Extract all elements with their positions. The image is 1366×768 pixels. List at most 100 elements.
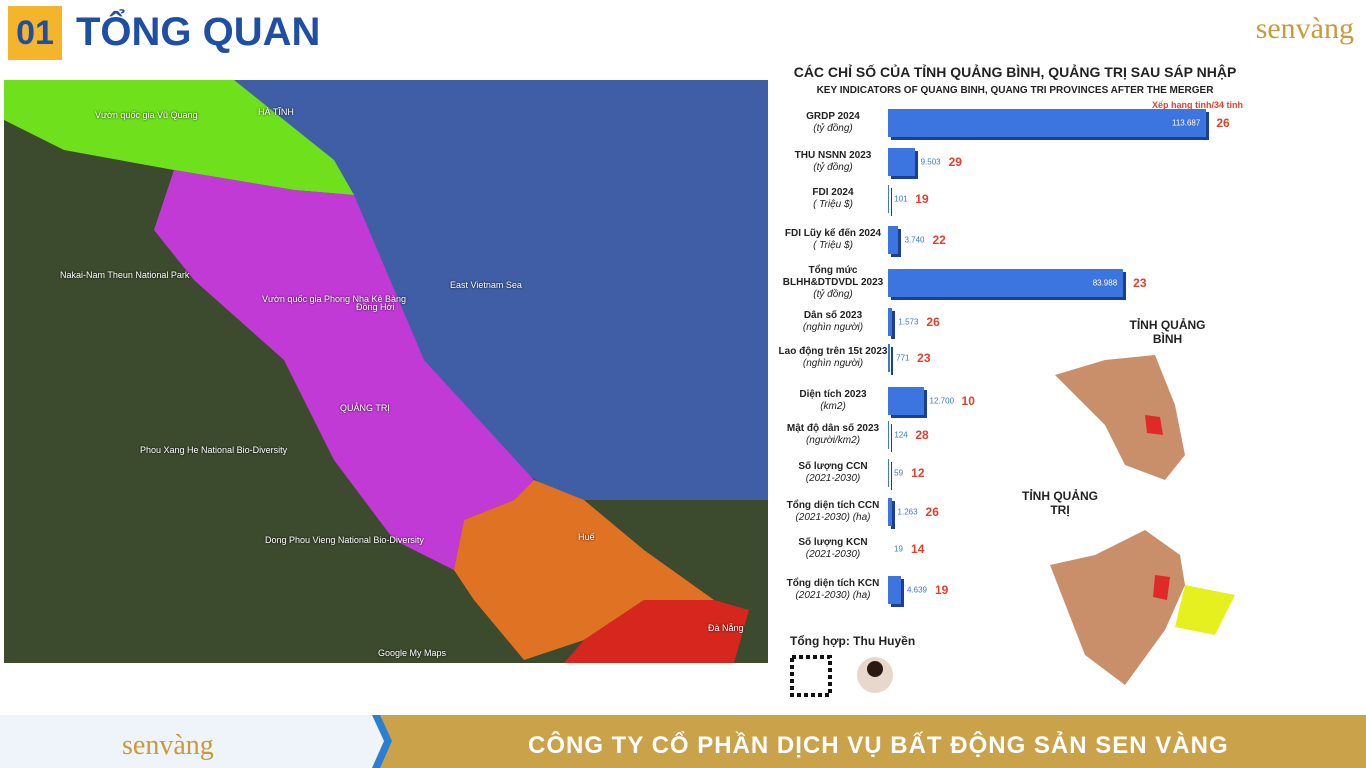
map-label: Phou Xang He National Bio-Diversity — [140, 445, 288, 455]
bar — [888, 226, 899, 254]
section-title: TỔNG QUAN — [76, 10, 321, 54]
category-name: Số lượng CCN — [798, 461, 868, 472]
category-label: FDI Lũy kế đến 2024( Triệu $) — [773, 228, 893, 252]
rank-label: 26 — [1216, 116, 1230, 130]
category-name: THU NSNN 2023 — [794, 150, 872, 161]
category-name: Mật độ dân số 2023 — [786, 423, 880, 434]
rank-label: 29 — [948, 155, 962, 169]
category-unit: (tỷ đồng) — [813, 289, 853, 300]
category-label: Tổng mức BLHH&DTDVDL 2023 (tỷ đồng) — [773, 265, 893, 301]
rank-label: 23 — [1133, 276, 1147, 290]
category-label: GRDP 2024 (tỷ đồng) — [773, 111, 893, 135]
category-unit: (tỷ đồng) — [813, 162, 853, 173]
category-name: Tổng diện tích CCN — [786, 500, 880, 511]
category-label: Lao động trên 15t 2023 (nghìn người) — [773, 346, 893, 370]
category-name: GRDP 2024 — [806, 111, 860, 122]
rank-label: 26 — [925, 505, 939, 519]
bar — [888, 387, 924, 415]
rank-label: 10 — [961, 394, 975, 408]
author: Tổng hợp: Thu Huyền — [790, 634, 916, 648]
value-label: 1.263 — [897, 507, 918, 517]
map-label: Vườn quốc gia Vũ Quang — [95, 110, 198, 120]
category-label: Số lượng CCN (2021-2030) — [773, 461, 893, 485]
chart-subtitle: KEY INDICATORS OF QUANG BINH, QUANG TRI … — [816, 85, 1214, 96]
category-unit: (km2) — [820, 401, 846, 412]
category-unit: (2021-2030) — [805, 549, 861, 560]
value-label: 3.740 — [904, 235, 925, 245]
map-label: Đà Nẵng — [708, 623, 744, 633]
category-name: Dân số 2023 — [803, 310, 863, 321]
map-label: Vườn quốc gia Phong Nha Kẻ Bàng — [262, 294, 407, 304]
map-label: Đồng Hới — [356, 302, 395, 312]
value-label: 83.988 — [1092, 278, 1118, 288]
category-label: Tổng diện tích KCN (2021-2030) (ha) — [773, 578, 893, 602]
author-icons — [790, 655, 893, 697]
rank-label: 22 — [932, 233, 946, 247]
map-label: Google My Maps — [378, 648, 447, 658]
category-unit: (nghìn người) — [802, 322, 864, 333]
category-unit: ( Triệu $) — [813, 240, 853, 251]
section-number: 01 — [8, 6, 62, 60]
category-name: Số lượng KCN — [798, 537, 868, 548]
category-name: FDI Lũy kế đến 2024 — [784, 228, 882, 239]
map-label: Nakai-Nam Theun National Park — [60, 270, 190, 280]
category-unit: (2021-2030) — [805, 473, 861, 484]
category-label: Mật độ dân số 2023 (người/km2) — [773, 423, 893, 447]
rank-label: 12 — [911, 466, 925, 480]
category-label: Tổng diện tích CCN (2021-2030) (ha) — [773, 500, 893, 524]
value-label: 12.700 — [929, 396, 955, 406]
province-label: TỈNH QUẢNG TRỊ — [1022, 489, 1098, 517]
value-label: 113.687 — [1171, 118, 1201, 128]
value-label: 4.639 — [906, 585, 928, 595]
value-label: 124 — [894, 430, 908, 440]
rank-label: 23 — [917, 351, 931, 365]
map-label: QUẢNG TRỊ — [340, 403, 390, 413]
chart-title: CÁC CHỈ SỐ CỦA TỈNH QUẢNG BÌNH, QUẢNG TR… — [793, 64, 1237, 80]
category-unit: (người/km2) — [805, 435, 861, 446]
value-label: 771 — [896, 353, 910, 363]
footer-logo: senvàng — [122, 730, 214, 761]
category-label: Diện tích 2023 (km2) — [773, 389, 893, 413]
rank-label: 19 — [915, 192, 929, 206]
company-name: CÔNG TY CỔ PHẦN DỊCH VỤ BẤT ĐỘNG SẢN SEN… — [528, 732, 1229, 759]
category-unit: (nghìn người) — [802, 358, 864, 369]
bar — [888, 308, 893, 336]
bar — [888, 269, 1124, 297]
value-label: 59 — [894, 468, 904, 478]
rank-label: 28 — [915, 428, 929, 442]
category-unit: (2021-2030) (ha) — [795, 512, 871, 523]
bar — [888, 576, 901, 604]
rank-title: Xếp hạng tỉnh/34 tỉnh — [1151, 100, 1243, 110]
category-unit: (tỷ đồng) — [813, 123, 853, 134]
category-unit: ( Triệu $) — [813, 199, 853, 210]
rank-label: 14 — [911, 542, 925, 556]
category-name: FDI 2024 — [812, 187, 854, 198]
category-name: Lao động trên 15t 2023 — [778, 346, 888, 357]
province-label: TỈNH QUẢNG BÌNH — [1129, 318, 1206, 346]
value-label: 19 — [894, 544, 903, 554]
value-label: 9.503 — [920, 157, 941, 167]
map — [4, 80, 768, 663]
rank-label: 19 — [934, 583, 949, 597]
province-maps — [1050, 355, 1235, 685]
value-label: 101 — [894, 194, 908, 204]
category-unit: (2021-2030) (ha) — [795, 590, 871, 601]
category-label: Dân số 2023 (nghìn người) — [773, 310, 893, 334]
map-label: East Vietnam Sea — [450, 280, 522, 290]
logo: senvàng — [1255, 12, 1354, 45]
category-name: Tổng diện tích KCN — [786, 578, 880, 589]
map-label: Dong Phou Vieng National Bio-Diversity — [265, 535, 424, 545]
bar — [888, 109, 1207, 137]
map-label: HÀ TĨNH — [258, 107, 294, 117]
category-name: Tổng mức BLHH&DTDVDL 2023 — [782, 265, 884, 288]
bar — [888, 148, 915, 176]
bar — [888, 498, 892, 526]
category-label: THU NSNN 2023 (tỷ đồng) — [773, 150, 893, 174]
category-label: FDI 2024( Triệu $) — [773, 187, 893, 211]
value-label: 1.573 — [898, 317, 919, 327]
bar — [888, 344, 891, 372]
rank-label: 26 — [926, 315, 940, 329]
footer-band — [0, 715, 1366, 768]
category-label: Số lượng KCN (2021-2030) — [773, 537, 893, 561]
